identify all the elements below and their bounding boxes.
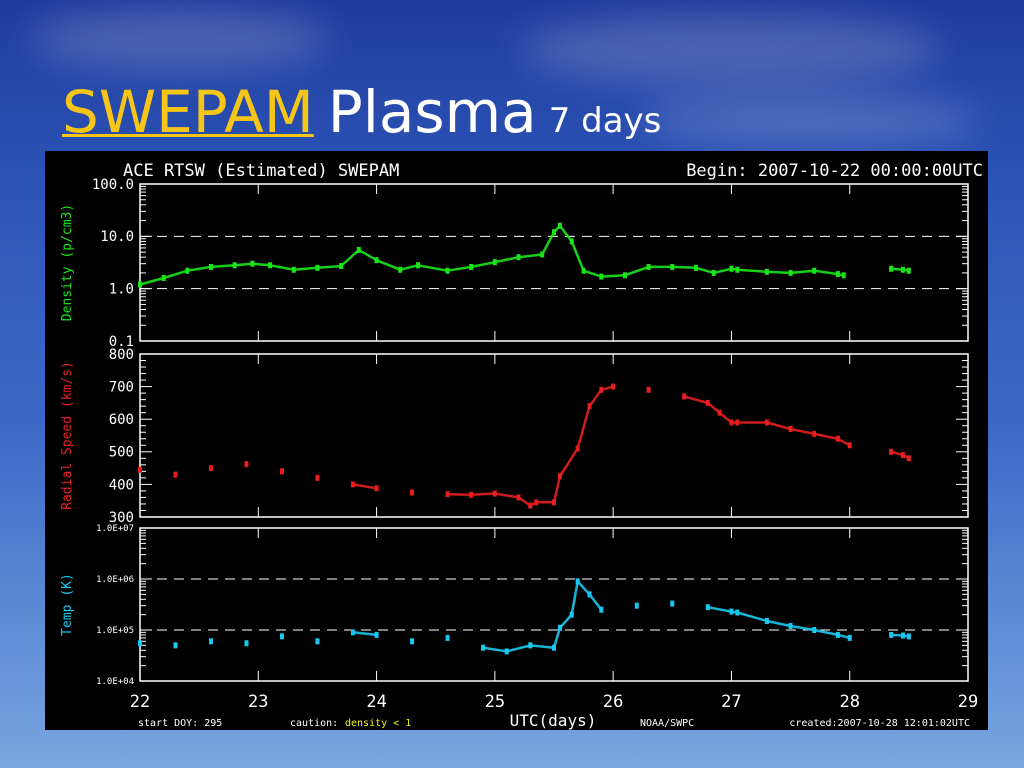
y-tick-label: 1.0E+06 xyxy=(96,575,134,585)
swepam-link[interactable]: SWEPAM xyxy=(62,78,314,146)
x-axis-label: UTC(days) xyxy=(510,711,597,730)
x-tick-label: 29 xyxy=(958,692,978,712)
y-tick-label: 0.1 xyxy=(109,334,134,350)
series-line-speed xyxy=(447,385,614,507)
data-point-temp xyxy=(279,633,284,640)
sky-cloud xyxy=(520,15,940,85)
y-axis-label-temp: Temp (K) xyxy=(60,573,75,636)
data-point-speed xyxy=(847,442,852,449)
data-point-temp xyxy=(315,638,320,645)
panel-frame-speed xyxy=(139,353,969,518)
x-tick-label: 24 xyxy=(366,692,386,712)
y-tick-label: 100.0 xyxy=(92,177,134,193)
series-line-speed xyxy=(352,483,377,490)
x-tick-label: 28 xyxy=(839,692,859,712)
swepam-plot-image: ACE RTSW (Estimated) SWEPAM Begin: 2007-… xyxy=(45,151,988,730)
data-point-speed xyxy=(173,471,178,478)
y-tick-label: 500 xyxy=(109,445,134,461)
data-point-temp xyxy=(244,640,249,647)
data-point-temp xyxy=(670,600,675,607)
data-point-speed xyxy=(244,461,249,468)
footer-created: created:2007-10-28 12:01:02UTC xyxy=(789,718,970,729)
footer-caution: caution: xyxy=(290,718,338,729)
series-line-density xyxy=(139,224,845,286)
data-point-density xyxy=(138,281,142,288)
panel-frame-temp xyxy=(139,527,969,682)
y-tick-label: 400 xyxy=(109,477,134,493)
y-tick-label: 300 xyxy=(109,510,134,526)
data-point-temp xyxy=(173,642,178,649)
data-point-temp xyxy=(410,638,415,645)
data-point-speed xyxy=(138,466,142,473)
y-axis-label-density: Density (p/cm3) xyxy=(60,204,75,321)
series-line-speed xyxy=(683,395,851,447)
footer-start-doy: start DOY: 295 xyxy=(138,718,222,729)
series-line-density xyxy=(891,267,910,272)
data-point-speed xyxy=(279,468,284,475)
y-tick-label: 1.0E+05 xyxy=(96,626,134,636)
data-point-temp xyxy=(138,640,142,647)
y-tick-label: 700 xyxy=(109,380,134,396)
data-point-density xyxy=(841,272,846,279)
sky-cloud xyxy=(30,10,330,70)
plot-header-right: Begin: 2007-10-22 00:00:00UTC xyxy=(686,161,983,181)
series-line-temp xyxy=(707,605,851,640)
data-point-temp xyxy=(847,634,852,641)
y-tick-label: 600 xyxy=(109,412,134,428)
x-tick-label: 22 xyxy=(130,692,150,712)
y-tick-label: 800 xyxy=(109,347,134,363)
title-plasma: Plasma xyxy=(327,78,537,146)
x-tick-label: 23 xyxy=(248,692,268,712)
data-point-speed xyxy=(646,386,651,393)
y-tick-label: 1.0E+07 xyxy=(96,524,134,534)
y-tick-label: 1.0 xyxy=(109,282,134,298)
data-point-speed xyxy=(208,465,213,472)
sky-cloud xyxy=(640,95,980,145)
series-line-temp xyxy=(482,580,603,653)
y-tick-label: 1.0E+04 xyxy=(96,677,134,687)
x-tick-label: 27 xyxy=(721,692,741,712)
data-point-speed xyxy=(611,383,616,390)
data-point-speed xyxy=(315,474,320,481)
footer-density-note: density < 1 xyxy=(345,718,411,729)
y-axis-label-speed: Radial Speed (km/s) xyxy=(60,361,75,510)
data-point-temp xyxy=(634,602,639,609)
y-tick-label: 10.0 xyxy=(100,229,134,245)
data-point-temp xyxy=(445,634,450,641)
data-point-temp xyxy=(705,604,710,611)
footer-source: NOAA/SWPC xyxy=(640,718,694,729)
plot-header-left: ACE RTSW (Estimated) SWEPAM xyxy=(123,161,399,181)
series-line-temp xyxy=(891,633,910,638)
x-tick-label: 26 xyxy=(603,692,623,712)
data-point-temp xyxy=(208,638,213,645)
data-point-temp xyxy=(599,606,604,613)
panel-frame-density xyxy=(139,183,969,342)
swepam-chart: ACE RTSW (Estimated) SWEPAM Begin: 2007-… xyxy=(60,161,983,730)
series-line-speed xyxy=(890,450,910,460)
data-point-speed xyxy=(410,489,415,496)
title-duration: 7 days xyxy=(548,101,662,141)
x-tick-label: 25 xyxy=(485,692,505,712)
slide-title: SWEPAM Plasma 7 days xyxy=(62,78,661,148)
series-line-temp xyxy=(352,631,377,637)
